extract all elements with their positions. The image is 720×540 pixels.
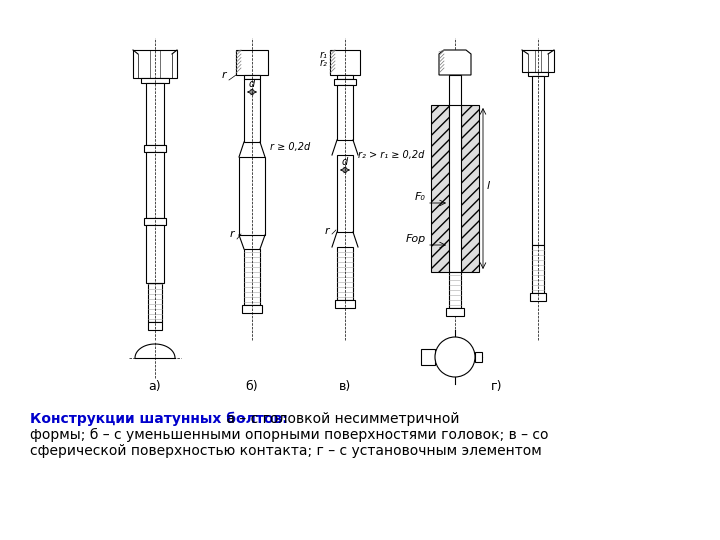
Bar: [431, 105, 479, 272]
Bar: [522, 50, 554, 72]
Bar: [449, 75, 461, 160]
Bar: [337, 75, 353, 79]
Text: r: r: [325, 226, 329, 236]
Bar: [146, 225, 164, 283]
Bar: [475, 352, 482, 362]
Bar: [144, 218, 166, 225]
Text: r₁: r₁: [320, 50, 328, 60]
Bar: [148, 322, 162, 330]
Text: а – с головкой несимметричной: а – с головкой несимметричной: [222, 412, 459, 426]
Text: Fор: Fор: [406, 234, 426, 244]
Bar: [133, 50, 177, 78]
Text: а): а): [149, 380, 161, 393]
Bar: [337, 155, 353, 232]
Bar: [449, 105, 461, 272]
Bar: [421, 349, 435, 365]
Text: l: l: [487, 181, 490, 191]
Text: сферической поверхностью контакта; г – с установочным элементом: сферической поверхностью контакта; г – с…: [30, 444, 541, 458]
Polygon shape: [439, 50, 471, 75]
Bar: [141, 78, 169, 83]
Text: Конструкции шатунных болтов:: Конструкции шатунных болтов:: [30, 412, 288, 426]
Bar: [532, 76, 544, 245]
Bar: [244, 75, 260, 79]
Bar: [244, 249, 260, 305]
Bar: [335, 300, 355, 308]
Text: r ≥ 0,2d: r ≥ 0,2d: [270, 142, 310, 152]
Bar: [239, 157, 265, 235]
Bar: [144, 145, 166, 152]
Bar: [532, 245, 544, 293]
Bar: [446, 308, 464, 316]
Text: r₂: r₂: [320, 58, 328, 68]
Text: d: d: [249, 79, 255, 89]
Bar: [146, 152, 164, 218]
Text: F₀: F₀: [415, 192, 426, 202]
Bar: [530, 293, 546, 301]
Text: формы; б – с уменьшенными опорными поверхностями головок; в – со: формы; б – с уменьшенными опорными повер…: [30, 428, 549, 442]
Bar: [146, 83, 164, 145]
Text: r: r: [222, 70, 226, 80]
Bar: [528, 72, 548, 76]
Bar: [242, 305, 262, 313]
Text: б): б): [246, 380, 258, 393]
Bar: [337, 85, 353, 140]
Text: r: r: [230, 229, 234, 239]
Bar: [334, 79, 356, 85]
Circle shape: [435, 337, 475, 377]
Bar: [236, 50, 268, 75]
Text: r₂ > r₁ ≥ 0,2d: r₂ > r₁ ≥ 0,2d: [358, 150, 424, 160]
Bar: [337, 247, 353, 300]
Bar: [330, 50, 360, 75]
Text: г): г): [491, 380, 503, 393]
Bar: [244, 79, 260, 142]
Bar: [148, 283, 162, 322]
Text: d: d: [342, 157, 348, 167]
Bar: [449, 272, 461, 308]
Text: в): в): [339, 380, 351, 393]
